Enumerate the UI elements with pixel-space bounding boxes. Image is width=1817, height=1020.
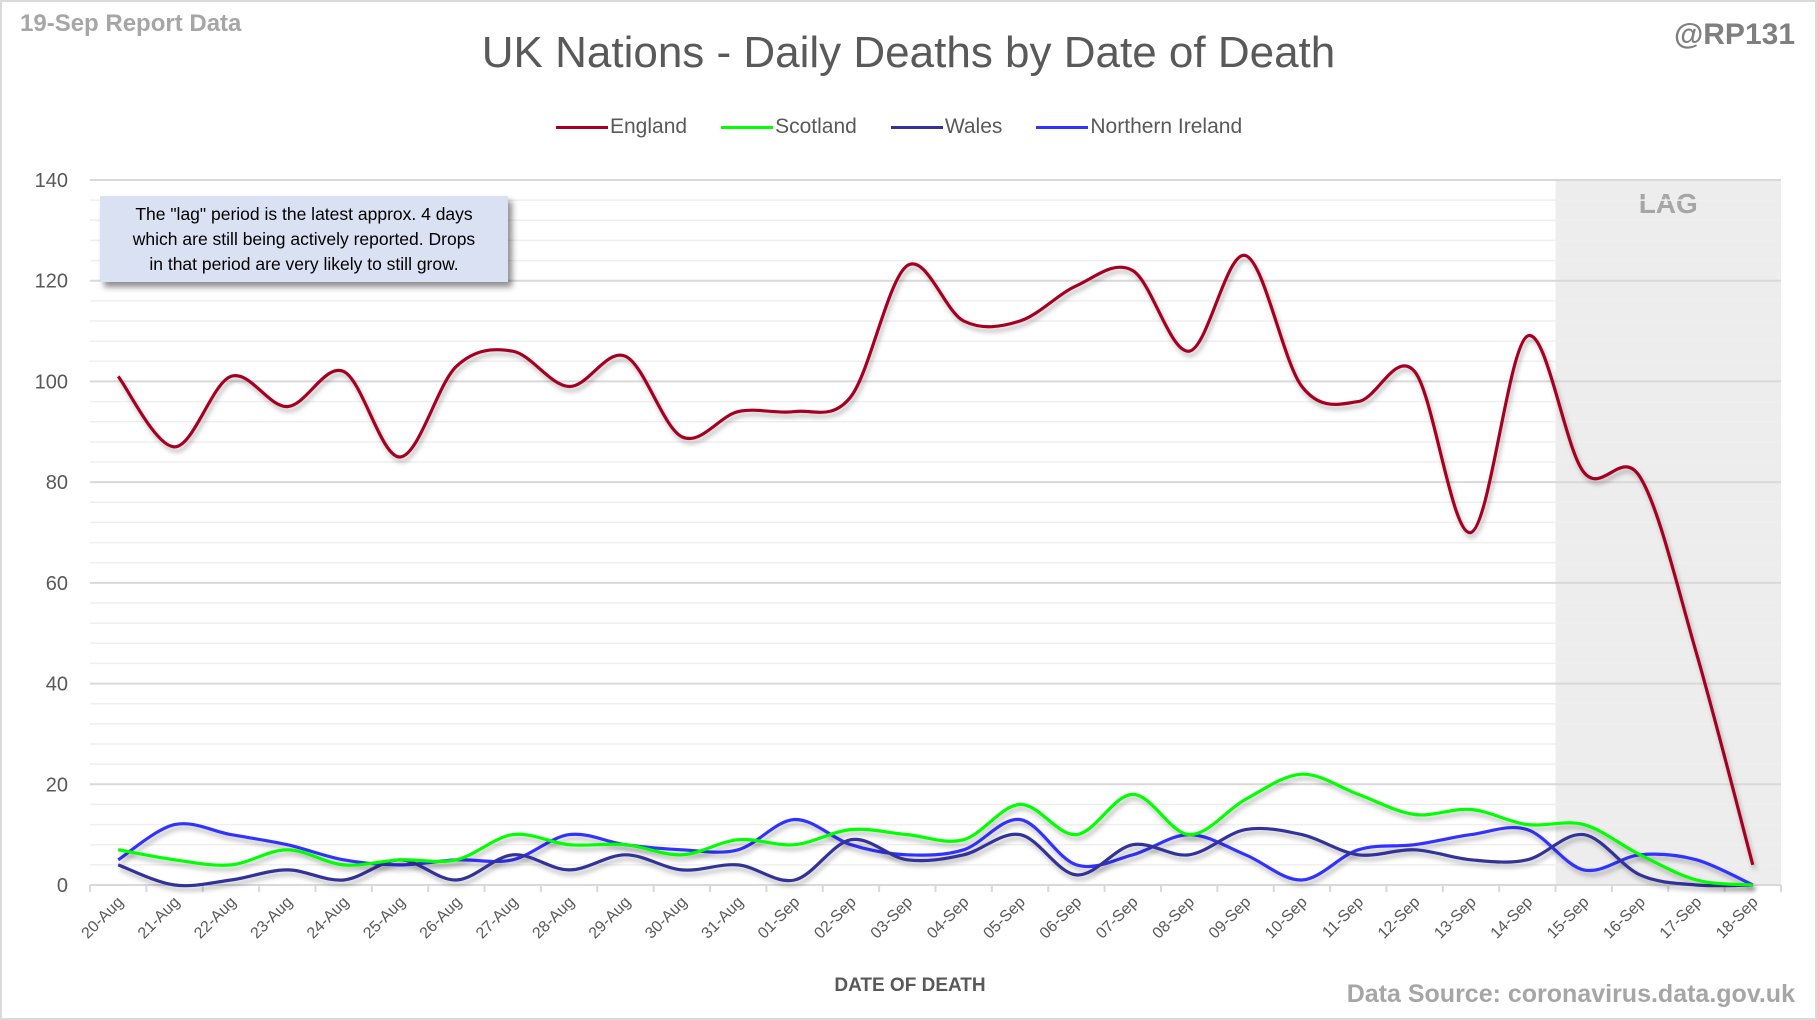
x-tick-label: 14-Sep (1488, 894, 1537, 943)
chart-title: UK Nations - Daily Deaths by Date of Dea… (481, 28, 1336, 77)
x-tick-label: 10-Sep (1262, 894, 1311, 943)
series-line-wales (117, 826, 1753, 888)
legend: England Scotland Wales Northern Ireland (556, 115, 1276, 139)
x-tick-label: 20-Aug (79, 894, 128, 943)
x-tick-label: 03-Sep (868, 894, 917, 943)
lag-annotation-box: The "lag" period is the latest approx. 4… (100, 196, 508, 282)
series-points-wales (118, 829, 1753, 886)
x-tick-label: 26-Aug (417, 894, 466, 943)
lag-label: LAG (1639, 188, 1698, 219)
annotation-line: in that period are very likely to still … (149, 254, 459, 274)
legend-item-northern-ireland: Northern Ireland (1036, 115, 1242, 139)
y-tick-label: 80 (46, 472, 68, 494)
x-tick-label: 29-Aug (586, 894, 635, 943)
x-tick-label: 16-Sep (1600, 894, 1649, 943)
x-tick-label: 15-Sep (1544, 894, 1593, 943)
x-tick-label: 04-Sep (924, 894, 973, 943)
legend-label-scotland: Scotland (775, 115, 857, 138)
author-handle: @RP131 (1674, 18, 1795, 51)
series-line-england (116, 253, 1755, 866)
series-points-england (118, 255, 1753, 865)
annotation-line: which are still being actively reported.… (132, 229, 476, 249)
x-axis-title: DATE OF DEATH (834, 975, 986, 996)
x-tick-label: 09-Sep (1206, 894, 1255, 943)
y-tick-label: 100 (35, 371, 68, 393)
x-tick-label: 30-Aug (642, 894, 691, 943)
x-tick-label: 12-Sep (1375, 894, 1424, 943)
legend-swatch-scotland (721, 125, 774, 129)
annotation-line: The "lag" period is the latest approx. 4… (135, 204, 473, 224)
y-tick-label: 140 (35, 170, 68, 192)
x-tick-label: 11-Sep (1319, 894, 1367, 942)
y-tick-label: 40 (46, 674, 68, 696)
x-tick-label: 05-Sep (980, 894, 1029, 943)
x-tick-label: 08-Sep (1149, 894, 1198, 943)
report-date-label: 19-Sep Report Data (20, 10, 242, 37)
legend-swatch-northern-ireland (1036, 125, 1089, 129)
x-tick-label: 24-Aug (304, 894, 353, 943)
series-line-scotland (117, 772, 1753, 887)
legend-item-england: England (556, 115, 687, 139)
y-tick-label: 60 (46, 573, 68, 595)
legend-item-wales: Wales (890, 115, 1003, 139)
legend-label-england: England (610, 115, 688, 138)
legend-label-wales: Wales (944, 115, 1003, 138)
x-tick-label: 31-Aug (699, 894, 748, 943)
legend-label-northern-ireland: Northern Ireland (1090, 115, 1243, 138)
x-tick-label: 06-Sep (1037, 894, 1086, 943)
x-tick-label: 01-Sep (755, 894, 804, 943)
x-tick-label: 07-Sep (1093, 894, 1142, 943)
legend-swatch-england (556, 125, 608, 129)
data-source: Data Source: coronavirus.data.gov.uk (1346, 980, 1795, 1008)
x-tick-label: 28-Aug (529, 894, 578, 943)
y-tick-label: 120 (35, 271, 68, 293)
legend-item-scotland: Scotland (721, 115, 857, 139)
x-tick-label: 22-Aug (191, 894, 240, 943)
lag-region (1555, 180, 1781, 885)
x-tick-label: 13-Sep (1431, 894, 1480, 943)
x-tick-label: 18-Sep (1713, 894, 1762, 943)
series-points-scotland (118, 774, 1753, 886)
y-tick-label: 0 (57, 875, 68, 897)
x-tick-label: 17-Sep (1657, 894, 1706, 943)
x-tick-label: 25-Aug (360, 894, 409, 943)
x-tick-label: 27-Aug (473, 894, 522, 943)
y-tick-label: 20 (46, 774, 68, 796)
x-tick-label: 02-Sep (811, 894, 860, 943)
x-tick-label: 21-Aug (135, 894, 184, 943)
legend-swatch-wales (890, 125, 943, 129)
series-line-northern-ireland (117, 817, 1754, 887)
x-tick-label: 23-Aug (248, 894, 297, 943)
